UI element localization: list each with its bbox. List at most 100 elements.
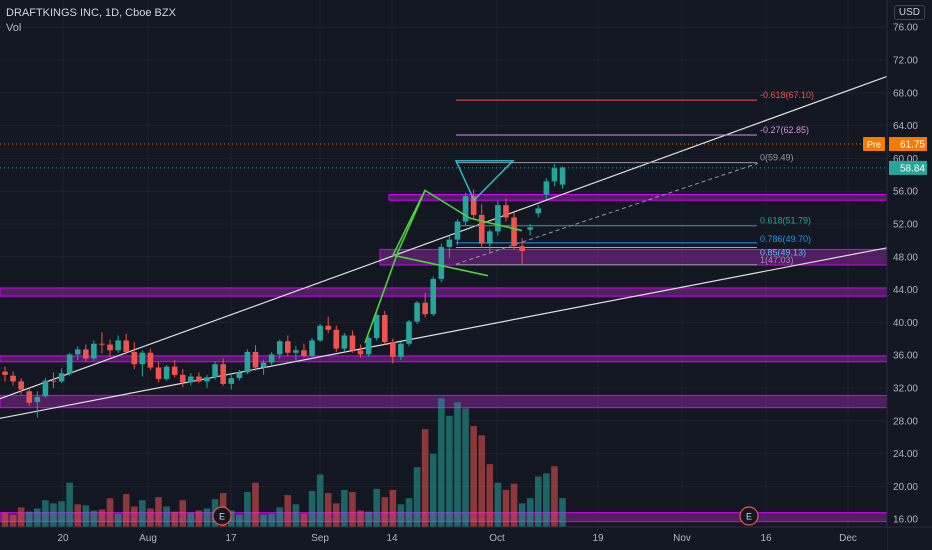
candle-body xyxy=(123,340,129,352)
currency-button[interactable]: USD xyxy=(893,5,925,20)
candle-body xyxy=(236,372,243,379)
candle-body xyxy=(495,205,501,232)
candle-body xyxy=(228,378,235,384)
volume-bar xyxy=(139,500,146,527)
price-tick-label: 52.00 xyxy=(893,220,918,231)
volume-bar xyxy=(486,464,494,527)
candle-body xyxy=(58,373,65,382)
fib-level-label: 0.85(49.13) xyxy=(760,248,806,258)
candle-body xyxy=(446,239,453,247)
volume-bar xyxy=(236,514,243,527)
candle-body xyxy=(293,350,299,353)
time-tick-label: Dec xyxy=(839,533,857,544)
candle-body xyxy=(42,380,49,397)
volume-bar xyxy=(155,497,162,527)
price-tick-label: 16.00 xyxy=(893,515,918,526)
volume-bar xyxy=(518,503,526,527)
volume-bar xyxy=(357,510,364,527)
flag-lower-line xyxy=(392,254,489,277)
fib-level-label: 1(47.03) xyxy=(760,255,794,265)
price-tick-label: 44.00 xyxy=(893,285,918,296)
pre-label-badge xyxy=(863,137,885,152)
volume-bar xyxy=(82,505,90,527)
premarket-price-text: 61.75 xyxy=(900,140,925,151)
volume-bar xyxy=(122,494,130,527)
price-tick-label: 60.00 xyxy=(893,154,918,165)
pre-label-text: Pre xyxy=(867,140,881,150)
volume-bar xyxy=(429,453,437,527)
volume-bar xyxy=(106,498,114,527)
volume-bar xyxy=(381,497,389,527)
last-price-badge xyxy=(889,160,927,175)
price-tick-label: 72.00 xyxy=(893,56,918,67)
candle-body xyxy=(317,325,323,341)
volume-bar xyxy=(114,513,122,527)
channel-upper-line xyxy=(0,75,888,400)
volume-bar xyxy=(187,512,195,527)
candle-body xyxy=(543,181,550,195)
candle-body xyxy=(325,325,331,330)
time-tick-label: Nov xyxy=(673,533,691,544)
time-tick-label: Oct xyxy=(489,533,505,544)
volume-bar xyxy=(34,508,41,527)
volume-bar xyxy=(42,500,49,527)
channel-lower-line xyxy=(0,247,888,419)
candle-body xyxy=(535,208,542,214)
candle-body xyxy=(212,364,218,378)
volume-bar xyxy=(494,482,502,527)
volume-bar xyxy=(203,508,211,527)
candle-body xyxy=(74,349,81,355)
volume-bar xyxy=(332,503,340,527)
candle-body xyxy=(2,371,8,375)
earnings-label: E xyxy=(746,512,752,522)
volume-bar xyxy=(446,415,453,527)
candle-body xyxy=(139,352,146,365)
candle-body xyxy=(462,196,469,222)
volume-bar xyxy=(389,489,397,527)
volume-bar xyxy=(316,474,324,527)
candle-body xyxy=(454,221,461,240)
volume-bar xyxy=(50,503,57,527)
candle-body xyxy=(220,364,226,384)
volume-bar xyxy=(478,435,486,527)
candle-body xyxy=(503,205,509,218)
candle-body xyxy=(179,374,186,383)
volume-bar xyxy=(130,506,138,527)
volume-bar xyxy=(324,493,332,527)
volume-bar xyxy=(454,402,461,527)
candle-body xyxy=(276,341,283,355)
price-tick-label: 36.00 xyxy=(893,351,918,362)
candle-body xyxy=(34,397,41,402)
candle-body xyxy=(99,343,105,345)
price-axis xyxy=(887,0,932,550)
volume-bar xyxy=(292,504,300,527)
time-axis xyxy=(0,527,887,550)
earnings-label: E xyxy=(219,512,225,522)
candle-body xyxy=(309,340,315,357)
candle-body xyxy=(252,351,259,368)
volume-bar xyxy=(252,482,259,527)
candle-body xyxy=(381,315,388,343)
time-tick-label: Sep xyxy=(311,533,329,544)
volume-bar xyxy=(308,490,316,527)
volume-indicator-label: Vol xyxy=(6,22,22,34)
volume-bar xyxy=(98,509,106,527)
candle-body xyxy=(188,376,194,383)
price-tick-label: 68.00 xyxy=(893,88,918,99)
volume-bar xyxy=(284,495,292,527)
candle-body xyxy=(285,341,291,353)
volume-bar xyxy=(25,511,33,527)
candle-body xyxy=(204,377,210,382)
earnings-icon xyxy=(212,506,232,526)
volume-bar xyxy=(244,491,251,527)
volume-bar xyxy=(502,489,510,527)
candle-body xyxy=(511,217,517,247)
volume-bar xyxy=(559,498,566,527)
candle-body xyxy=(398,343,404,357)
time-tick-label: 17 xyxy=(225,533,237,544)
volume-bar xyxy=(551,466,558,527)
time-tick-label: 19 xyxy=(592,533,604,544)
price-tick-label: 32.00 xyxy=(893,384,918,395)
price-tick-label: 24.00 xyxy=(893,449,918,460)
